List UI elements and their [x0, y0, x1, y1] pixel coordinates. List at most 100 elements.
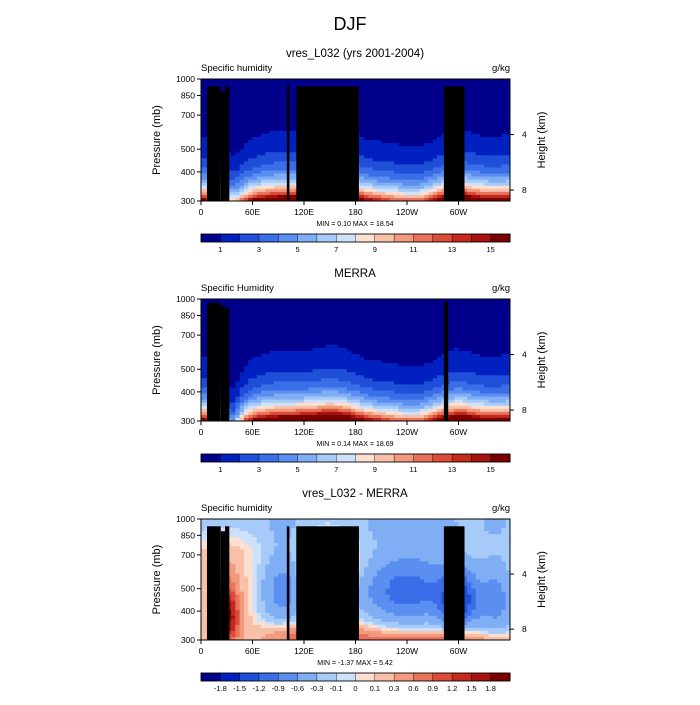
field-cell: [274, 333, 279, 336]
field-cell: [253, 354, 258, 357]
field-cell: [338, 412, 343, 415]
field-cell: [467, 164, 472, 167]
field-cell: [360, 128, 365, 131]
field-cell: [381, 103, 386, 106]
field-cell: [265, 302, 270, 305]
field-cell: [244, 326, 249, 329]
field-cell: [261, 339, 266, 342]
field-cell: [394, 82, 399, 85]
field-cell: [244, 406, 249, 409]
field-cell: [235, 375, 240, 378]
field-cell: [398, 342, 403, 345]
field-cell: [274, 314, 279, 317]
field-cell: [390, 406, 395, 409]
field-cell: [493, 161, 498, 164]
field-cell: [480, 91, 485, 94]
field-cell: [270, 357, 275, 360]
field-cell: [360, 164, 365, 167]
field-cell: [295, 305, 300, 308]
field-cell: [313, 366, 318, 369]
field-cell: [248, 351, 253, 354]
field-cell: [407, 403, 412, 406]
field-cell: [351, 387, 356, 390]
field-cell: [313, 317, 318, 320]
field-cell: [377, 357, 382, 360]
field-cell: [347, 342, 352, 345]
field-cell: [257, 351, 262, 354]
field-cell: [407, 372, 412, 375]
field-cell: [274, 409, 279, 412]
field-cell: [291, 397, 296, 400]
field-cell: [295, 326, 300, 329]
field-cell: [274, 149, 279, 152]
field-cell: [377, 409, 382, 412]
field-cell: [394, 140, 399, 143]
field-cell: [343, 323, 348, 326]
field-cell: [261, 391, 266, 394]
field-cell: [317, 345, 322, 348]
field-cell: [411, 167, 416, 170]
field-cell: [295, 415, 300, 418]
field-cell: [411, 394, 416, 397]
field-cell: [308, 387, 313, 390]
field-cell: [411, 314, 416, 317]
field-cell: [437, 134, 442, 137]
field-cell: [338, 406, 343, 409]
field-cell: [493, 143, 498, 146]
field-cell: [356, 348, 361, 351]
field-cell: [407, 299, 412, 302]
field-cell: [386, 103, 391, 106]
field-cell: [424, 82, 429, 85]
field-cell: [338, 311, 343, 314]
field-cell: [411, 79, 416, 82]
field-cell: [283, 317, 288, 320]
field-cell: [265, 183, 270, 186]
field-cell: [343, 406, 348, 409]
field-cell: [403, 369, 408, 372]
field-cell: [244, 348, 249, 351]
field-cell: [270, 128, 275, 131]
field-cell: [420, 110, 425, 113]
field-cell: [398, 140, 403, 143]
field-cell: [308, 354, 313, 357]
field-cell: [244, 131, 249, 134]
field-cell: [497, 94, 502, 97]
field-cell: [489, 183, 494, 186]
field-cell: [308, 330, 313, 333]
field-cell: [403, 94, 408, 97]
field-cell: [235, 387, 240, 390]
field-cell: [283, 330, 288, 333]
colorbar-swatch: [413, 234, 433, 242]
field-cell: [308, 369, 313, 372]
field-cell: [278, 91, 283, 94]
field-cell: [240, 384, 245, 387]
field-cell: [386, 94, 391, 97]
field-cell: [317, 333, 322, 336]
field-cell: [480, 183, 485, 186]
field-cell: [386, 152, 391, 155]
field-cell: [364, 320, 369, 323]
field-cell: [351, 357, 356, 360]
field-cell: [244, 171, 249, 174]
field-cell: [253, 174, 258, 177]
field-cell: [484, 116, 489, 119]
field-cell: [497, 174, 502, 177]
field-cell: [330, 381, 335, 384]
field-cell: [416, 372, 421, 375]
field-cell: [317, 305, 322, 308]
field-cell: [291, 171, 296, 174]
field-cell: [476, 174, 481, 177]
field-cell: [377, 308, 382, 311]
field-cell: [386, 308, 391, 311]
field-cell: [381, 348, 386, 351]
field-cell: [257, 348, 262, 351]
field-cell: [480, 79, 485, 82]
field-cell: [330, 378, 335, 381]
field-cell: [287, 320, 292, 323]
field-cell: [278, 85, 283, 88]
field-cell: [308, 299, 313, 302]
field-cell: [313, 384, 318, 387]
field-cell: [257, 314, 262, 317]
field-cell: [373, 125, 378, 128]
field-cell: [278, 167, 283, 170]
